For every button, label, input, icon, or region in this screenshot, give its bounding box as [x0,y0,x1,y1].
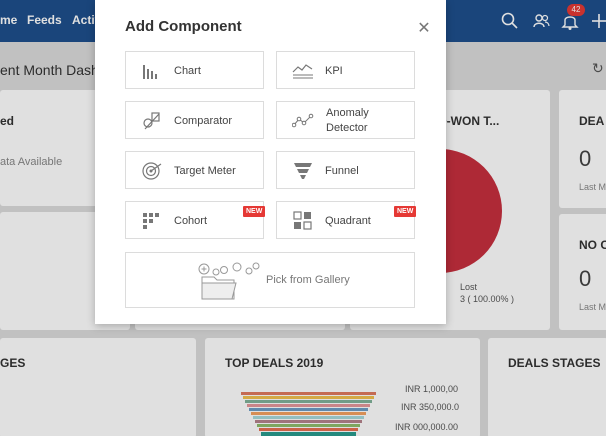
dashboard-card: DEALS STAGES [488,338,606,436]
pick-from-gallery-label: Pick from Gallery [266,274,350,286]
pick-from-gallery-option[interactable]: Pick from Gallery [125,252,415,308]
funnel-option[interactable]: Funnel [276,151,415,189]
kpi-icon [292,64,313,79]
dashboard-card: DEA 0 Last M [559,90,606,208]
kpi-option[interactable]: KPI [276,51,415,89]
search-icon[interactable] [500,11,520,31]
funnel-label: INR 1,000,00 [405,384,459,394]
pie-slice-lost [446,149,502,273]
card-sub: Last M [579,302,606,312]
card-empty-text: ata Available [0,156,63,168]
bell-icon[interactable] [560,11,580,31]
card-title: DEALS STAGES [508,356,601,370]
anomaly-detector-option[interactable]: Anomaly Detector [276,101,415,139]
anomaly-detector-option-label: Anomaly Detector [326,106,406,136]
anomaly-label-line2: Detector [326,122,368,134]
funnel-chart [241,392,376,436]
card-title: D-WON T... [438,114,500,128]
funnel-option-label: Funnel [325,165,359,177]
card-title: ed [0,114,15,128]
cohort-icon [143,213,159,229]
nav-item-home[interactable]: me [0,13,18,27]
gallery-folder-icon [198,262,260,300]
funnel-label: INR 350,000.0 [401,402,460,412]
dialog-title: Add Component [125,18,242,35]
pie-chart [446,149,502,273]
chart-option-label: Chart [174,65,201,77]
cohort-option-label: Cohort [174,215,208,227]
anomaly-icon [292,113,314,128]
target-meter-option[interactable]: Target Meter [125,151,264,189]
nav-item-feeds[interactable]: Feeds [27,13,62,27]
funnel-icon [294,163,312,179]
dashboard-card-top-deals: TOP DEALS 2019 INR 1,000,00 INR 350,000.… [205,338,480,436]
pie-label-lost: Lost [460,282,478,292]
bar-chart-icon [143,65,157,79]
add-icon[interactable] [589,11,606,31]
card-value: 0 [579,266,592,291]
chart-option[interactable]: Chart [125,51,264,89]
funnel-label: INR 000,000.00 [395,422,459,432]
comparator-icon [143,112,160,130]
card-title: TOP DEALS 2019 [225,356,324,370]
cohort-option[interactable]: Cohort NEW [125,201,266,239]
target-icon [142,162,162,180]
card-title: GES [0,356,26,370]
dashboard-card: NO C 0 Last M [559,214,606,330]
quadrant-icon [293,211,312,230]
comparator-option-label: Comparator [174,115,233,127]
notification-count-badge: 42 [567,4,585,16]
kpi-option-label: KPI [325,65,343,77]
dashboard-title: ent Month Dashb [0,62,107,78]
close-icon[interactable]: ✕ [417,20,431,37]
users-icon[interactable] [531,11,551,31]
refresh-icon[interactable]: ↻ [592,60,604,76]
new-badge: NEW [243,206,266,217]
new-badge: NEW [394,206,417,217]
target-meter-option-label: Target Meter [174,165,236,177]
comparator-option[interactable]: Comparator [125,101,264,139]
card-title: NO C [579,238,606,252]
anomaly-label-line1: Anomaly [326,107,369,119]
card-sub: Last M [579,182,606,192]
nav-item-activities[interactable]: Activ [72,13,102,27]
card-title: DEA [579,114,605,128]
quadrant-option-label: Quadrant [325,215,371,227]
add-component-dialog: Add Component ✕ Chart KPI Comparator [95,0,446,324]
card-value: 0 [579,146,592,171]
quadrant-option[interactable]: Quadrant NEW [276,201,417,239]
dashboard-card: GES [0,338,196,436]
pie-value-lost: 3 ( 100.00% ) [460,294,515,304]
